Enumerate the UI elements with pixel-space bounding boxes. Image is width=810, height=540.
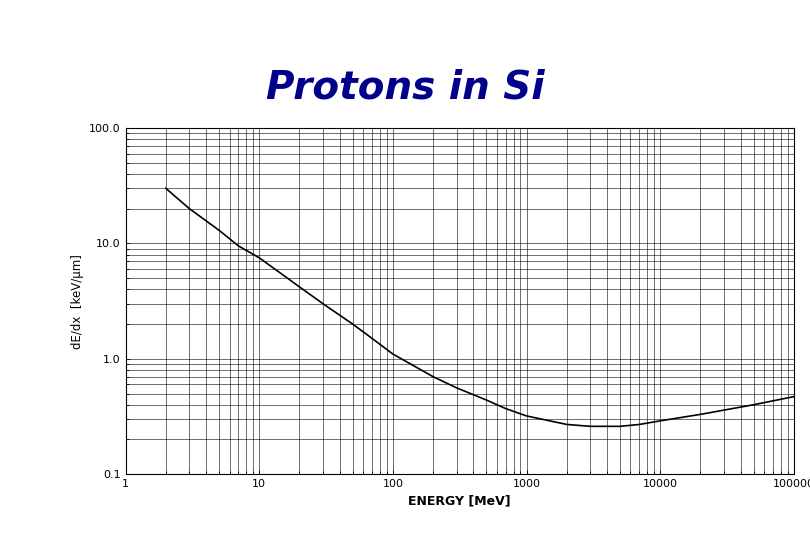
Text: 18/11/2004: 18/11/2004 bbox=[6, 502, 69, 511]
Text: T. Bowcock: T. Bowcock bbox=[308, 509, 370, 518]
Text: Protons in Si: Protons in Si bbox=[266, 69, 544, 107]
Text: Lecture 3: Lecture 3 bbox=[6, 31, 62, 41]
Text: Semiconductor Detectors for Particle Physics:: Semiconductor Detectors for Particle Phy… bbox=[6, 10, 288, 19]
Y-axis label: dE/dx  [keV/μm]: dE/dx [keV/μm] bbox=[70, 254, 83, 348]
Text: 19/11/2004: 19/11/2004 bbox=[6, 523, 69, 533]
X-axis label: ENERGY [MeV]: ENERGY [MeV] bbox=[408, 495, 511, 508]
